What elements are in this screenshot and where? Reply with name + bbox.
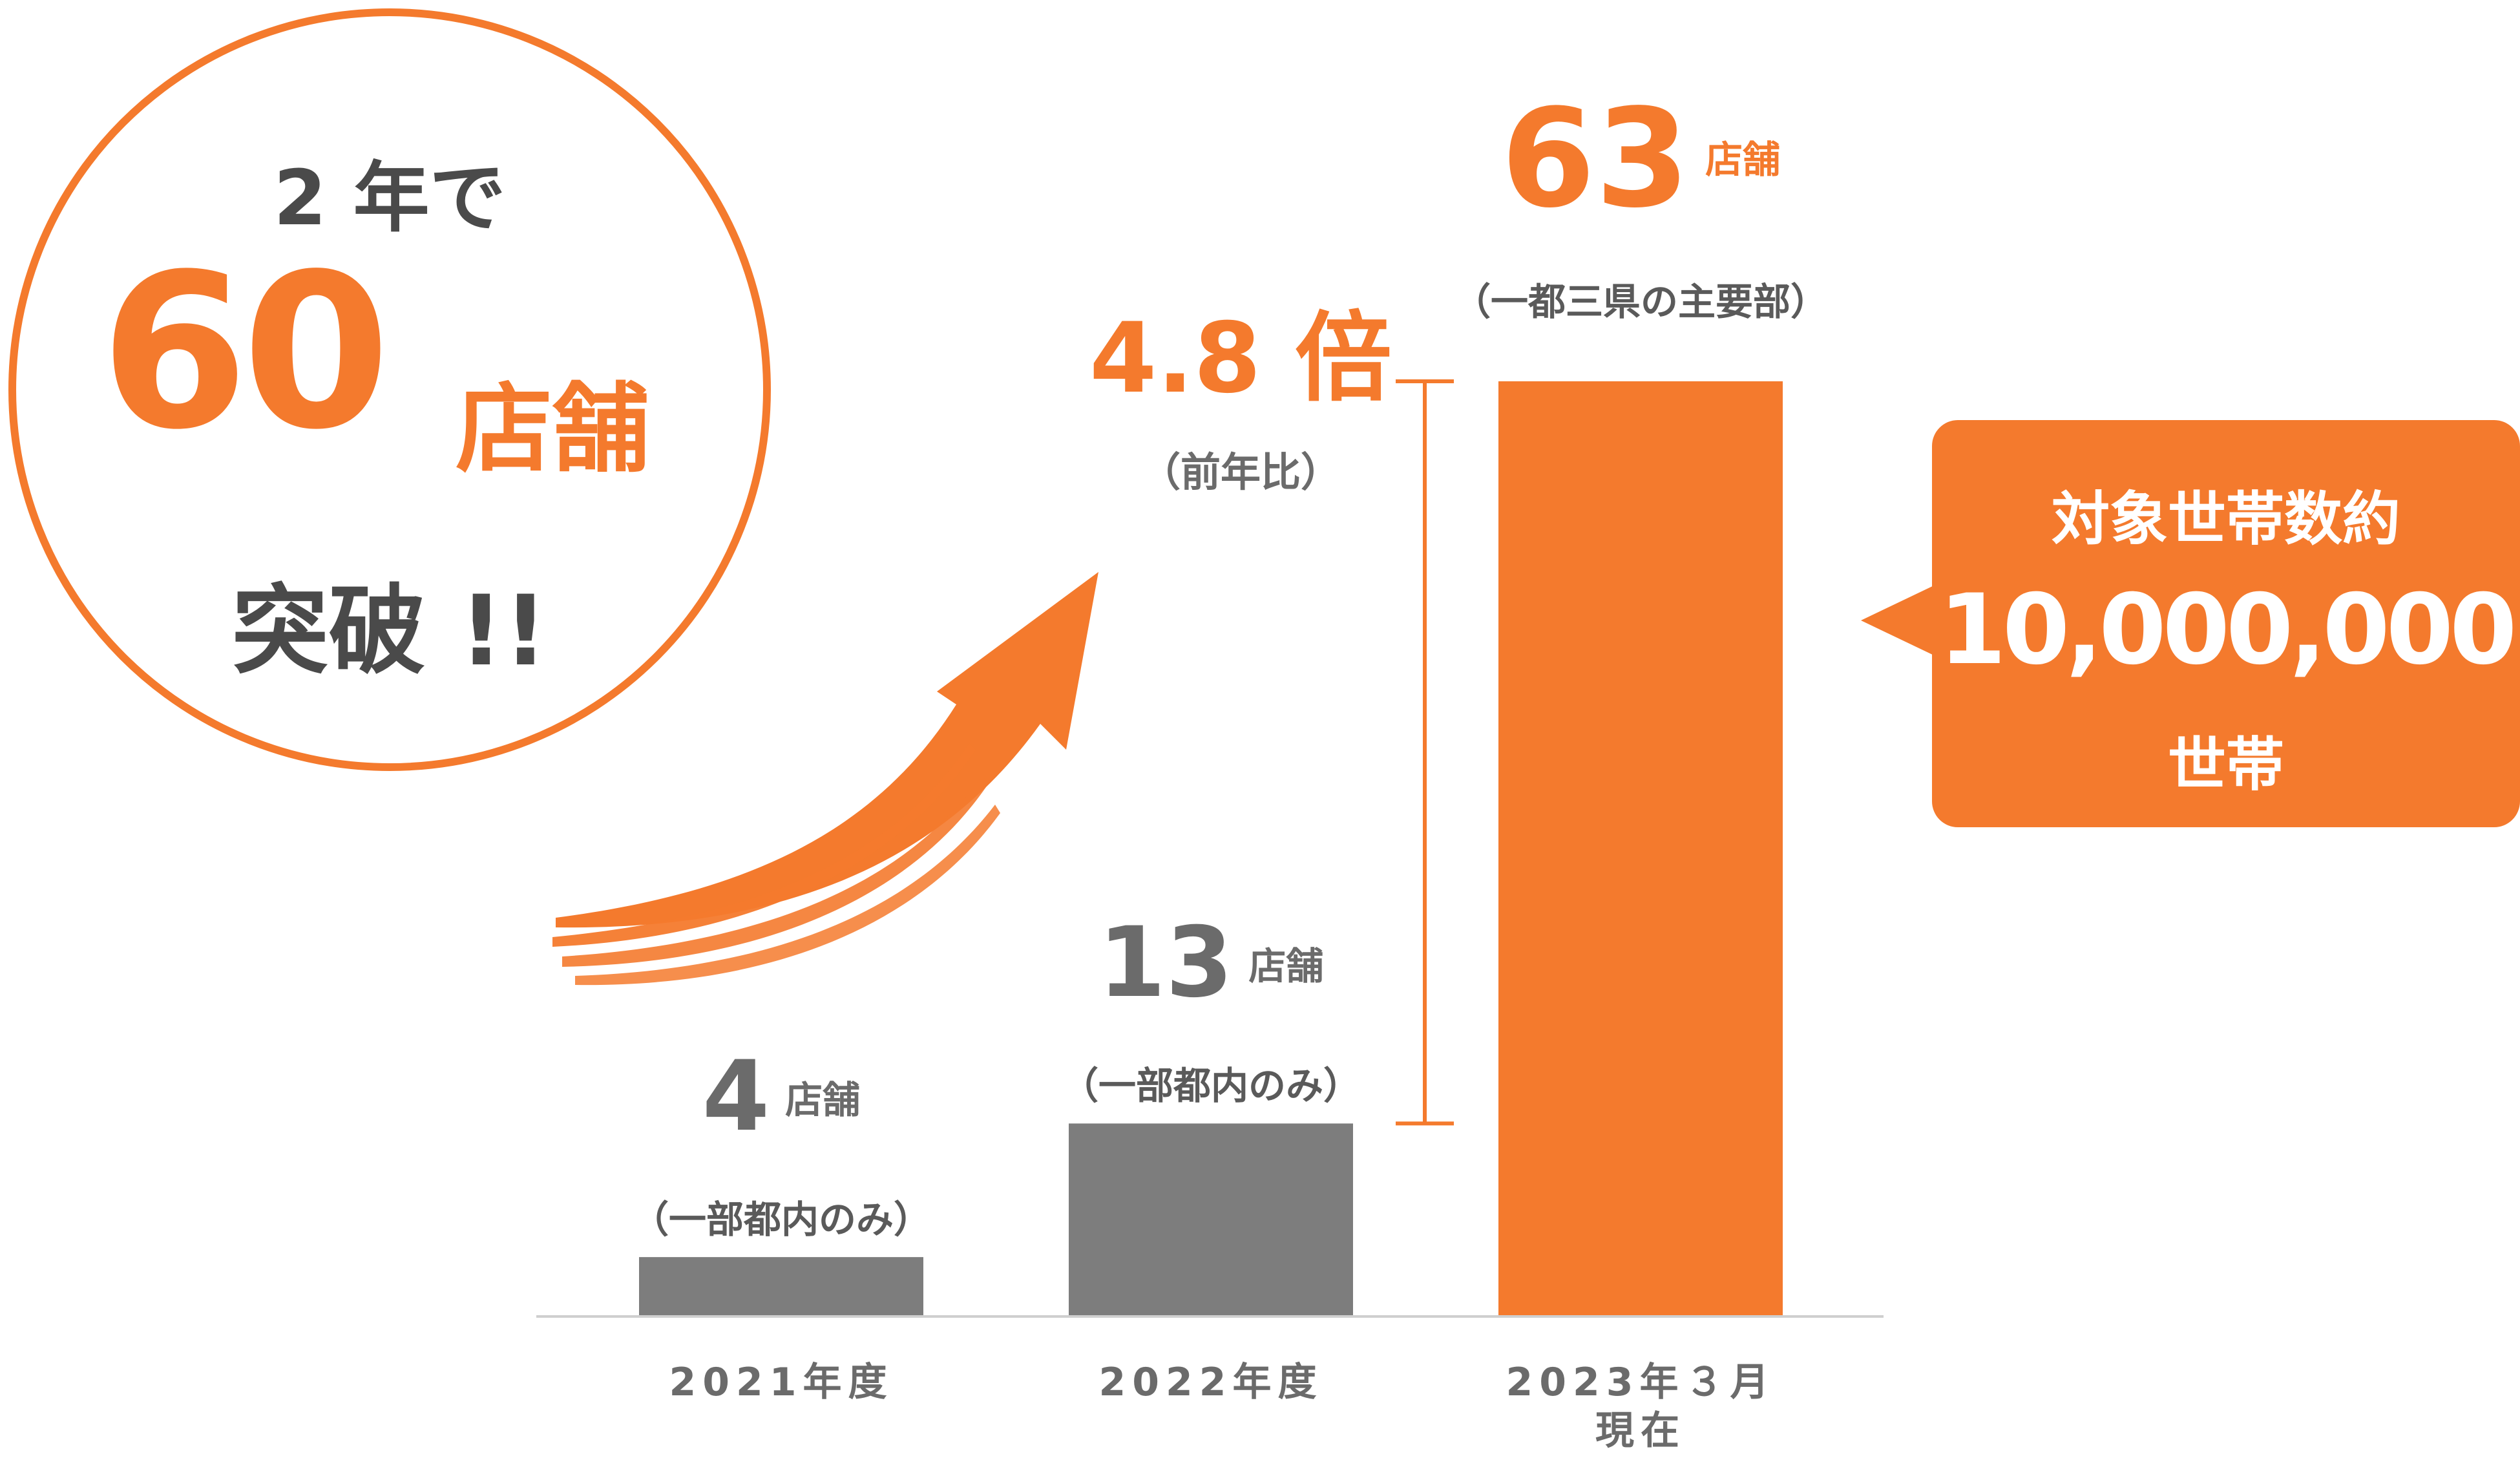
- growth-arrow-icon: [552, 572, 1098, 986]
- category-label-1: 2021年度: [669, 1360, 894, 1405]
- unit-label-2: 店舗: [1248, 944, 1324, 989]
- note-label-3: （一都三県の主要部）: [1453, 280, 1828, 324]
- note-label-2: （一部都内のみ）: [1060, 1064, 1361, 1108]
- value-label-1: 4: [702, 1041, 770, 1154]
- unit-label-3: 店舗: [1705, 138, 1781, 182]
- value-label-row-1: 4 店舗: [587, 1044, 975, 1150]
- value-label-3: 63: [1500, 79, 1690, 238]
- growth-note: （前年比）: [1140, 449, 1341, 496]
- household-callout: 対象世帯数約 10,000,000 世帯: [1932, 420, 2520, 827]
- badge-number: 60: [100, 228, 390, 476]
- bar-3: [1498, 381, 1783, 1316]
- value-label-row-2: 13 店舗: [1017, 910, 1405, 1017]
- badge-unit: 店舗: [456, 374, 650, 486]
- callout-line1: 対象世帯数約: [2052, 485, 2400, 553]
- bar-1: [639, 1257, 923, 1316]
- callout-tail: [1861, 585, 1935, 656]
- category-label-2: 2022年度: [1098, 1360, 1323, 1405]
- badge-line1: 2 年で: [273, 153, 506, 242]
- callout-number: 10,000,000: [1938, 574, 2517, 686]
- category-label-3-line2: 現在: [1595, 1408, 1686, 1453]
- growth-multiplier: 4.8 倍: [1089, 302, 1392, 415]
- callout-line3: 世帯: [2168, 731, 2284, 799]
- category-label-3: 2023年３月: [1506, 1360, 1776, 1405]
- value-label-row-3: 63 店舗: [1447, 84, 1834, 233]
- badge-circle: 2 年で 60 店舗 突破 !!: [8, 8, 771, 771]
- badge-line3: 突破 !!: [231, 575, 548, 688]
- unit-label-1: 店舗: [785, 1078, 861, 1123]
- value-label-2: 13: [1098, 907, 1234, 1020]
- bar-2: [1069, 1123, 1353, 1316]
- note-label-1: （一部都内のみ）: [631, 1198, 931, 1242]
